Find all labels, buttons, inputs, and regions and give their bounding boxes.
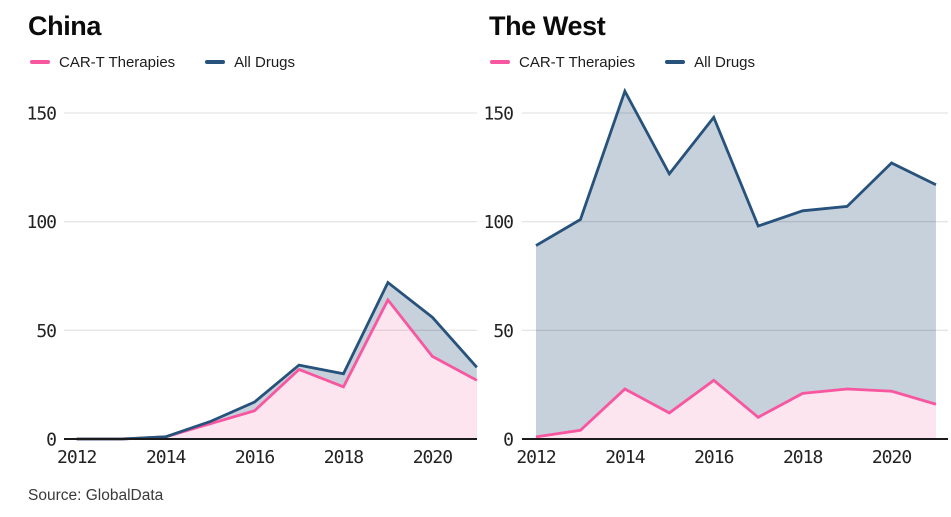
area-chart-west: 0 50 100 150 2012 2014 2016 2018 2020 [483,87,948,468]
y-axis-tick-label: 0 [503,430,513,451]
x-axis-tick-label: 2018 [783,447,823,468]
legend-china: CAR-T Therapies All Drugs [30,53,295,71]
y-axis-tick-label: 50 [493,321,513,342]
y-axis-tick-label: 100 [483,212,513,233]
legend-label-cart: CAR-T Therapies [59,53,176,71]
y-axis-tick-label: 100 [26,212,56,233]
x-axis-tick-label: 2016 [694,447,734,468]
legend-item-cart: CAR-T Therapies [490,54,635,71]
alldrugs-series-swatch-icon [205,60,226,64]
y-axis-tick-label: 50 [36,321,56,342]
x-axis-tick-label: 2020 [872,447,912,468]
alldrugs-series-swatch-icon [665,60,686,64]
chart-title-west: The West [489,11,606,41]
x-axis-tick-label: 2014 [605,447,645,468]
source-note: Source: GlobalData [28,487,164,504]
legend-label-alldrugs: All Drugs [694,53,756,71]
legend-item-cart: CAR-T Therapies [30,54,175,71]
cart-series-swatch-icon [490,60,510,64]
x-axis-tick-label: 2014 [146,447,186,468]
y-axis-tick-label: 150 [483,104,513,125]
x-axis-tick-label: 2012 [516,447,556,468]
legend-label-alldrugs: All Drugs [234,53,296,71]
legend-item-alldrugs: All Drugs [665,54,755,71]
legend-label-cart: CAR-T Therapies [519,53,636,71]
area-chart-china: 0 50 100 150 2012 2014 2016 2018 2020 [26,104,478,468]
legend-west: CAR-T Therapies All Drugs [490,53,755,71]
x-axis-tick-label: 2016 [235,447,275,468]
x-axis-tick-label: 2020 [413,447,453,468]
y-axis-tick-label: 150 [26,104,56,125]
y-axis-tick-label: 0 [46,430,56,451]
x-axis-tick-label: 2012 [57,447,97,468]
cart-series-swatch-icon [30,60,50,64]
x-axis-tick-label: 2018 [324,447,364,468]
legend-item-alldrugs: All Drugs [205,54,295,71]
chart-title-china: China [28,11,102,41]
